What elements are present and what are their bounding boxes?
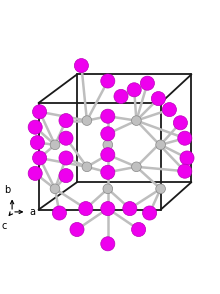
Text: b: b <box>4 185 10 195</box>
Circle shape <box>156 184 165 194</box>
Circle shape <box>82 162 92 172</box>
Circle shape <box>156 140 165 150</box>
Circle shape <box>101 237 115 251</box>
Circle shape <box>59 113 73 128</box>
Circle shape <box>180 151 194 165</box>
Circle shape <box>127 83 141 97</box>
Circle shape <box>123 202 137 216</box>
Circle shape <box>143 206 157 220</box>
Circle shape <box>74 59 88 73</box>
Circle shape <box>103 140 113 150</box>
Circle shape <box>28 166 42 181</box>
Circle shape <box>178 164 192 178</box>
Circle shape <box>50 140 60 150</box>
Circle shape <box>101 127 115 141</box>
Circle shape <box>132 162 141 172</box>
Circle shape <box>33 151 47 165</box>
Circle shape <box>70 223 84 237</box>
Circle shape <box>101 109 115 123</box>
Circle shape <box>103 184 113 194</box>
Circle shape <box>162 103 176 117</box>
Circle shape <box>140 76 154 90</box>
Circle shape <box>151 91 165 106</box>
Text: c: c <box>2 221 7 231</box>
Circle shape <box>52 206 66 220</box>
Circle shape <box>173 116 187 130</box>
Circle shape <box>30 136 44 150</box>
Circle shape <box>59 131 73 145</box>
Circle shape <box>59 168 73 183</box>
Circle shape <box>178 131 192 145</box>
Circle shape <box>132 116 141 126</box>
Circle shape <box>114 89 128 103</box>
Circle shape <box>79 202 93 216</box>
Circle shape <box>28 120 42 134</box>
Circle shape <box>50 184 60 194</box>
Circle shape <box>101 148 115 162</box>
Circle shape <box>132 223 146 237</box>
Text: a: a <box>29 207 35 217</box>
Circle shape <box>101 202 115 216</box>
Circle shape <box>59 151 73 165</box>
Circle shape <box>82 116 92 126</box>
Circle shape <box>101 74 115 88</box>
Circle shape <box>33 105 47 119</box>
Circle shape <box>101 165 115 179</box>
